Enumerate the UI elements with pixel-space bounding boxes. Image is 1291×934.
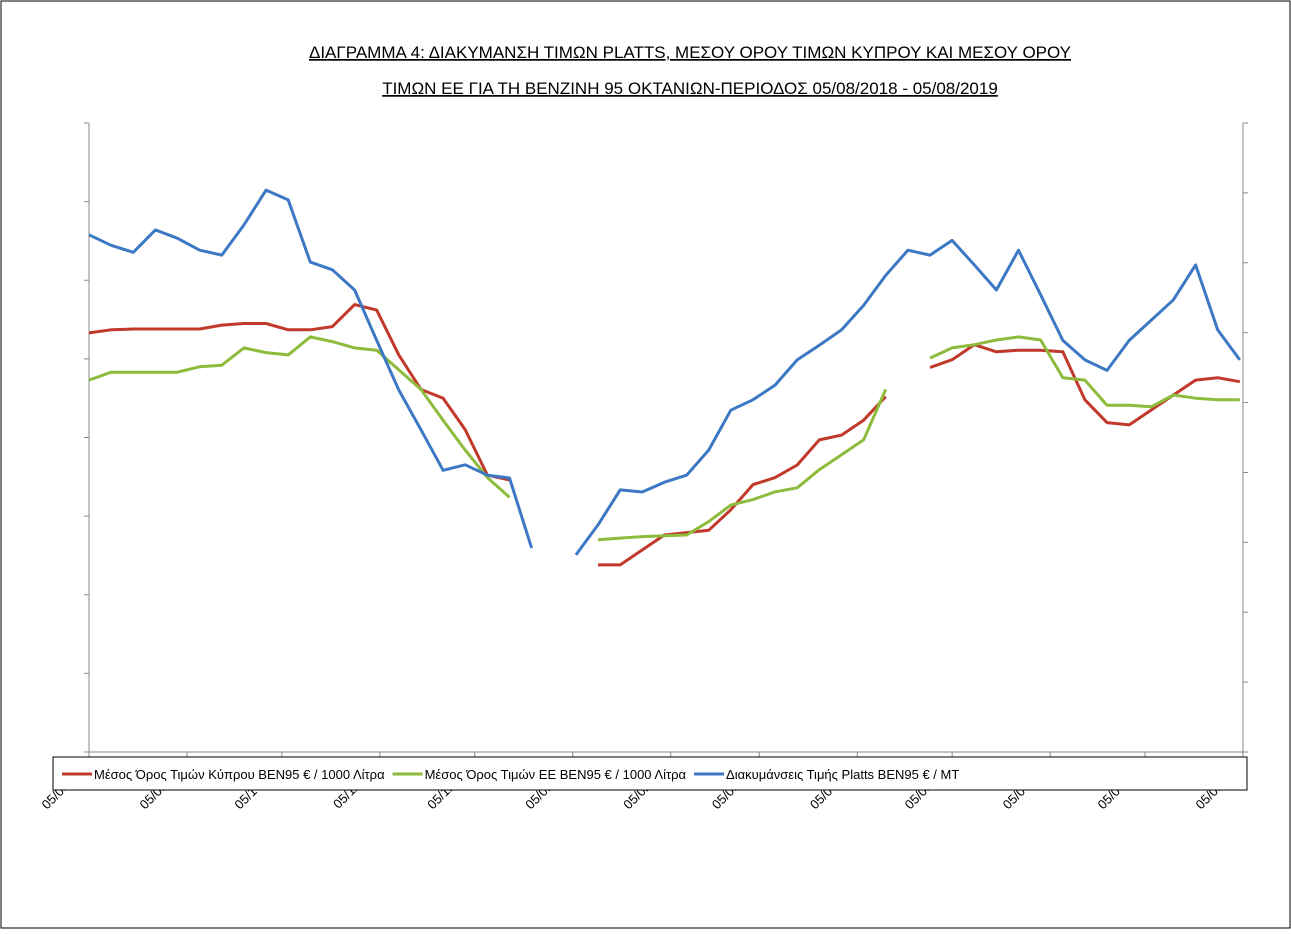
legend-label: Διακυμάνσεις Τιμής Platts ΒΕΝ95 € / ΜΤ <box>726 767 959 782</box>
legend-label: Μέσος Όρος Τιμών Κύπρου ΒΕΝ95 € / 1000 Λ… <box>94 767 385 782</box>
legend: Μέσος Όρος Τιμών Κύπρου ΒΕΝ95 € / 1000 Λ… <box>52 756 1248 791</box>
series-line <box>88 188 1242 556</box>
series-line <box>88 335 1240 542</box>
chart-title: ΔΙΑΓΡΑΜΜΑ 4: ΔΙΑΚΥΜΑΝΣΗ ΤΙΜΩΝ PLATTS, ΜΕ… <box>309 43 1071 62</box>
legend-box <box>52 756 1248 791</box>
series-line <box>88 303 1241 567</box>
chart-title: ΤΙΜΩΝ ΕΕ ΓΙΑ ΤΗ ΒΕΝΖΙΝΗ 95 ΟΚΤΑΝΙΩΝ-ΠΕΡΙ… <box>382 79 998 98</box>
legend-label: Μέσος Όρος Τιμών ΕΕ ΒΕΝ95 € / 1000 Λίτρα <box>425 767 687 782</box>
